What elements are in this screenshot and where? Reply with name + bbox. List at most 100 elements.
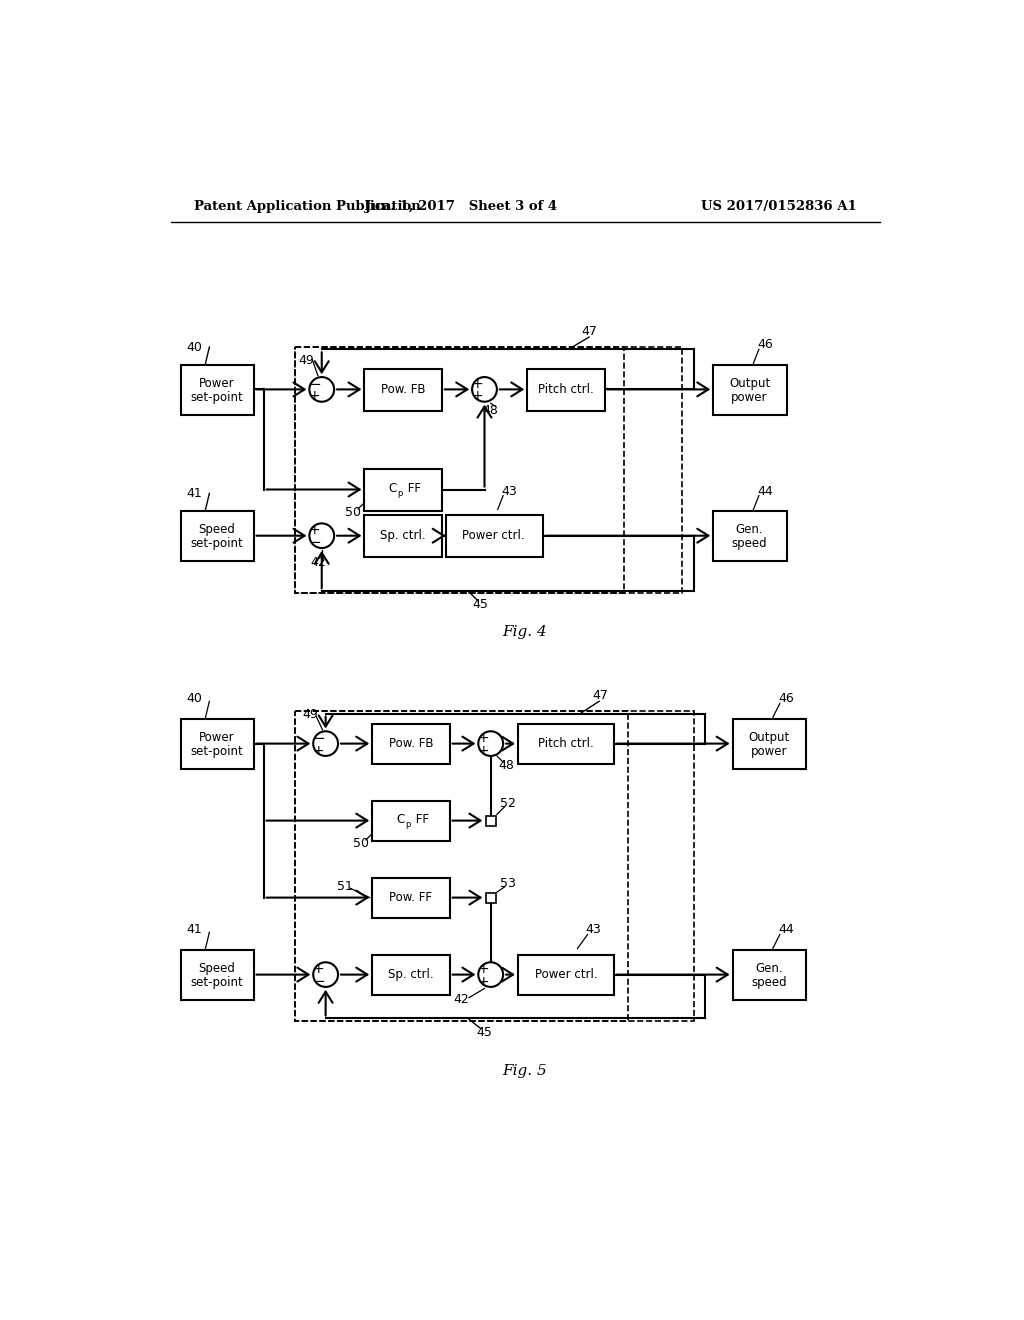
Bar <box>732 719 806 770</box>
Text: 45: 45 <box>476 1026 493 1039</box>
Text: −: − <box>312 731 325 746</box>
Text: 40: 40 <box>186 341 202 354</box>
Text: 49: 49 <box>298 354 314 367</box>
Text: Fig. 4: Fig. 4 <box>503 624 547 639</box>
Bar <box>365 368 442 411</box>
Bar <box>365 515 442 557</box>
Bar <box>372 954 450 995</box>
Text: Gen.: Gen. <box>735 523 763 536</box>
Text: power: power <box>751 744 787 758</box>
Text: US 2017/0152836 A1: US 2017/0152836 A1 <box>700 199 856 213</box>
Text: Pitch ctrl.: Pitch ctrl. <box>538 737 594 750</box>
Bar <box>485 816 496 825</box>
Text: Power ctrl.: Power ctrl. <box>535 968 597 981</box>
Text: Pow. FB: Pow. FB <box>389 737 433 750</box>
Text: 42: 42 <box>454 993 469 1006</box>
Text: 50: 50 <box>352 837 369 850</box>
Text: +: + <box>309 389 321 404</box>
Bar <box>180 511 254 561</box>
Text: Sp. ctrl.: Sp. ctrl. <box>380 529 426 543</box>
Text: −: − <box>308 535 322 550</box>
Text: Jun. 1, 2017   Sheet 3 of 4: Jun. 1, 2017 Sheet 3 of 4 <box>366 199 557 213</box>
Text: 42: 42 <box>310 556 326 569</box>
Circle shape <box>478 962 503 987</box>
Text: Sp. ctrl.: Sp. ctrl. <box>388 968 434 981</box>
Text: +: + <box>313 962 325 977</box>
Text: 48: 48 <box>482 404 499 417</box>
Circle shape <box>472 378 497 401</box>
Text: FF: FF <box>403 482 421 495</box>
Text: 46: 46 <box>778 693 794 705</box>
Text: set-point: set-point <box>190 975 244 989</box>
Text: 43: 43 <box>502 484 517 498</box>
Text: 49: 49 <box>302 708 318 721</box>
Text: 41: 41 <box>186 924 202 936</box>
Text: FF: FF <box>412 813 429 826</box>
Text: Power ctrl.: Power ctrl. <box>463 529 525 543</box>
Bar <box>518 723 614 763</box>
Bar <box>180 950 254 1001</box>
Text: Output: Output <box>729 376 770 389</box>
Text: Speed: Speed <box>199 523 236 536</box>
Bar <box>180 364 254 414</box>
Text: +: + <box>478 962 489 977</box>
Text: +: + <box>478 743 489 758</box>
Text: 46: 46 <box>757 338 773 351</box>
Bar <box>713 364 786 414</box>
Text: Patent Application Publication: Patent Application Publication <box>194 199 421 213</box>
Text: Power: Power <box>200 376 234 389</box>
Text: 43: 43 <box>585 924 601 936</box>
Text: 44: 44 <box>757 484 773 498</box>
Bar <box>445 515 543 557</box>
Text: +: + <box>478 731 489 746</box>
Text: Pow. FF: Pow. FF <box>389 891 432 904</box>
Text: 41: 41 <box>186 487 202 500</box>
Bar <box>372 878 450 917</box>
Text: power: power <box>731 391 768 404</box>
Text: +: + <box>478 974 489 989</box>
Text: Pitch ctrl.: Pitch ctrl. <box>538 383 594 396</box>
Bar <box>295 711 628 1020</box>
Circle shape <box>313 731 338 756</box>
Bar <box>527 368 604 411</box>
Text: Output: Output <box>749 731 790 744</box>
Text: Fig. 5: Fig. 5 <box>503 1064 547 1078</box>
Text: p: p <box>397 488 402 498</box>
Bar <box>365 469 442 511</box>
Circle shape <box>478 731 503 756</box>
Bar <box>295 711 693 1020</box>
Text: +: + <box>313 743 325 758</box>
Text: 47: 47 <box>582 325 597 338</box>
Bar <box>295 347 682 594</box>
Text: Gen.: Gen. <box>755 962 782 975</box>
Bar <box>713 511 786 561</box>
Text: 53: 53 <box>500 878 516 890</box>
Text: Pow. FB: Pow. FB <box>381 383 425 396</box>
Text: set-point: set-point <box>190 537 244 550</box>
Text: +: + <box>472 378 483 391</box>
Circle shape <box>313 962 338 987</box>
Text: 51: 51 <box>337 879 353 892</box>
Bar <box>372 800 450 841</box>
Bar <box>295 347 624 594</box>
Text: C: C <box>388 482 396 495</box>
Text: p: p <box>406 820 411 829</box>
Text: −: − <box>308 376 322 392</box>
Text: Power: Power <box>200 731 234 744</box>
Text: C: C <box>396 813 404 826</box>
Text: 52: 52 <box>500 797 516 810</box>
Text: 50: 50 <box>345 506 360 519</box>
Text: set-point: set-point <box>190 744 244 758</box>
Text: 45: 45 <box>473 598 488 611</box>
Text: +: + <box>309 523 321 537</box>
Bar <box>485 892 496 903</box>
Text: −: − <box>312 974 325 989</box>
Circle shape <box>309 378 334 401</box>
Text: 40: 40 <box>186 693 202 705</box>
Text: speed: speed <box>752 975 786 989</box>
Text: 48: 48 <box>499 759 514 772</box>
Circle shape <box>309 523 334 548</box>
Text: speed: speed <box>732 537 767 550</box>
Text: +: + <box>472 389 483 404</box>
Text: 44: 44 <box>778 924 794 936</box>
